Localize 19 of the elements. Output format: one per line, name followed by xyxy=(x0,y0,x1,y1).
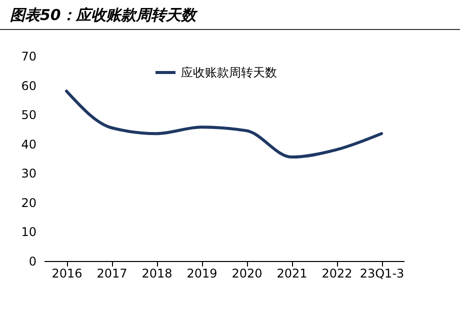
y-tick-label: 50 xyxy=(21,108,36,122)
x-tick-label: 2018 xyxy=(142,266,172,280)
x-tick-label: 2019 xyxy=(186,266,218,280)
x-tick-label: 2022 xyxy=(322,266,352,280)
y-tick-label: 0 xyxy=(28,254,36,268)
x-tick-label: 2016 xyxy=(52,266,82,280)
y-tick-label: 40 xyxy=(21,137,36,152)
line-series xyxy=(65,90,383,159)
y-tick-label: 30 xyxy=(21,166,36,181)
x-tick-label: 2021 xyxy=(276,266,308,280)
y-tick-label: 10 xyxy=(21,225,36,240)
x-tick-label: 2020 xyxy=(232,266,262,280)
legend-label: 应收账款周转天数 xyxy=(181,66,277,80)
x-tick-label: 2017 xyxy=(96,266,128,280)
y-tick-label: 20 xyxy=(21,196,36,210)
y-tick-label: 60 xyxy=(21,78,36,93)
chart-title: 图表50：应收账款周转天数 xyxy=(0,0,460,30)
x-tick-label: 23Q1-3 xyxy=(360,266,404,280)
y-tick-label: 70 xyxy=(21,50,36,64)
